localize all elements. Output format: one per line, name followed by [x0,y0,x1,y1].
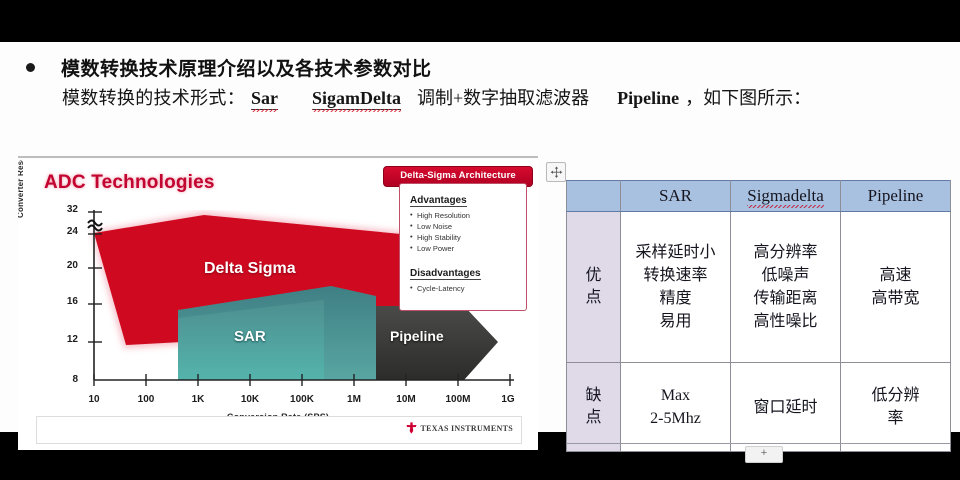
move-arrows-glyph [550,166,562,178]
term-pipeline: Pipeline [617,88,680,108]
x-tick-100k: 100K [290,394,314,405]
cell-pros-sigmadelta: 高分辨率 低噪声 传输距离 高性噪比 [730,211,841,363]
ti-logo-text: TEXAS INSTRUMENTS [420,423,513,433]
cell-cons-sigmadelta: 窗口延时 [730,362,841,452]
x-tick-marks [93,374,511,386]
y-tick-24: 24 [66,226,78,237]
subtitle-middle: 调制+数字抽取滤波器 [417,88,590,108]
callout-advantages-title: Advantages [410,195,467,207]
y-axis-label: Converter Resolution (bits) [18,160,25,218]
table-header-sigmadelta: Sigmadelta [730,180,841,212]
chart-svg [87,210,514,386]
subtitle-lead: 模数转换的技术形式： [62,88,245,108]
bullet-dot-icon [26,62,35,72]
cell-cons-pipeline: 低分辨率 [840,362,951,452]
adc-technologies-figure[interactable]: ADC Technologies Converter Resolution (b… [18,160,538,450]
x-tick-1g: 1G [501,394,515,405]
x-tick-10m: 10M [396,394,416,405]
y-tick-8: 8 [72,374,78,385]
comparison-table: SAR Sigmadelta Pipeline 优点 采样延时小 转换速率 精度 易用… [566,180,951,452]
x-tick-100m: 100M [445,394,471,405]
row-label-cons: 缺点 [566,362,621,452]
callout-advantage-item: High Resolution [410,209,521,221]
region-label-delta-sigma: Delta Sigma [204,260,296,277]
term-sigamdelta: SigamDelta [312,88,401,112]
table-bottom-rule [566,443,950,444]
term-sar: Sar [251,88,278,112]
ti-footer-bar: TEXAS INSTRUMENTS [36,416,522,444]
figure-top-rule [18,156,538,158]
subtitle-line: 模数转换的技术形式： Sar SigamDelta 调制+数字抽取滤波器 Pip… [62,84,942,112]
y-tick-32: 32 [66,204,78,215]
chart-plot-area: Delta Sigma SAR Pipeline [86,210,516,390]
table-header-corner [566,180,621,212]
x-tick-1m: 1M [347,394,361,405]
y-tick-16: 16 [66,296,78,307]
add-row-button[interactable]: + [745,446,783,463]
delta-sigma-callout: Delta-Sigma Architecture Advantages High… [383,166,533,314]
table-row: 优点 采样延时小 转换速率 精度 易用 高分辨率 低噪声 传输距离 高性噪比 高速 高带宽 [566,211,951,363]
callout-advantage-item: Low Noise [410,220,521,232]
page-title: 模数转换技术原理介绍以及各技术参数对比 [61,58,432,80]
document-page: 模数转换技术原理介绍以及各技术参数对比 模数转换的技术形式： Sar Sigam… [0,42,960,463]
ti-logo: TEXAS INSTRUMENTS [406,422,513,434]
axis-break-icon [87,219,103,232]
callout-advantage-item: High Stability [410,231,521,243]
callout-disadvantages-title: Disadvantages [410,268,481,280]
table-header-pipeline: Pipeline [840,180,951,212]
callout-disadvantage-item: Cycle-Latency [410,282,521,294]
move-arrows-icon[interactable] [546,162,566,182]
cell-pros-pipeline: 高速 高带宽 [840,211,951,363]
cell-pros-sar: 采样延时小 转换速率 精度 易用 [620,211,731,363]
texas-instruments-mark-icon [406,422,416,434]
x-tick-1k: 1K [191,394,205,405]
x-tick-10k: 10K [240,394,260,405]
bullet-heading-row: 模数转换技术原理介绍以及各技术参数对比 [26,54,726,80]
y-tick-marks [88,211,102,343]
region-sar-face [178,300,324,380]
x-tick-10: 10 [88,394,100,405]
table-header-sar: SAR [620,180,731,212]
y-tick-20: 20 [66,260,78,271]
callout-advantage-item: Low Power [410,242,521,254]
x-tick-100: 100 [137,394,155,405]
region-pipeline [376,306,498,380]
table-header-row: SAR Sigmadelta Pipeline [566,180,951,212]
comparison-table-wrap: SAR Sigmadelta Pipeline 优点 采样延时小 转换速率 精度 易用… [566,180,951,452]
callout-body: Advantages High Resolution Low Noise Hig… [399,183,527,311]
table-row: 缺点 Max 2-5Mhz 窗口延时 低分辨率 [566,362,951,452]
subtitle-tail: ，如下图所示： [685,88,812,108]
region-label-pipeline: Pipeline [390,328,444,344]
cell-cons-sar: Max 2-5Mhz [620,362,731,452]
figure-title: ADC Technologies [44,172,215,193]
table-header-sigmadelta-text: Sigmadelta [747,186,825,208]
region-label-sar: SAR [234,328,266,345]
row-label-pros: 优点 [566,211,621,363]
y-tick-12: 12 [66,334,78,345]
